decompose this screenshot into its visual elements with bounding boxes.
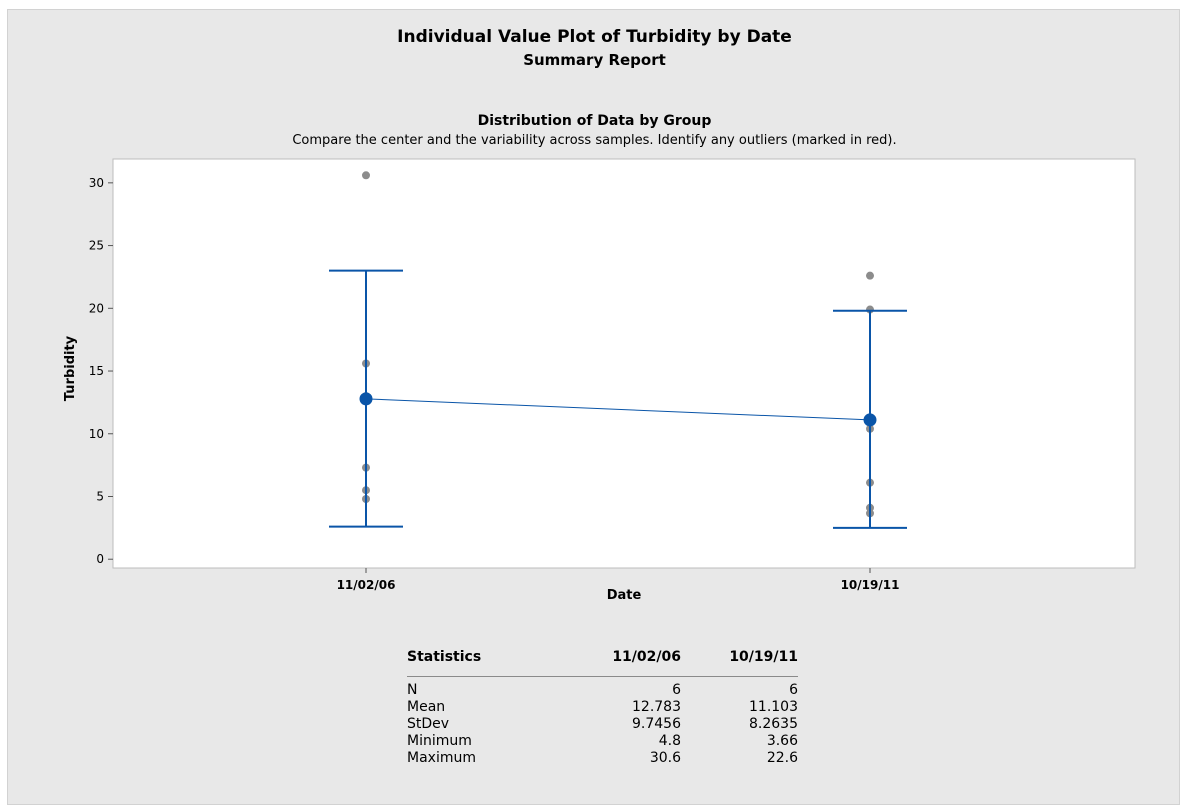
mean-connect-line [365,398,871,421]
y-tick-label: 30 [89,176,104,190]
mean-marker [359,392,373,406]
statistics-row-stdev: StDev 9.7456 8.2635 [407,716,798,733]
x-tick-label: 10/19/11 [841,578,900,592]
statistic-value: 11.103 [749,699,798,715]
statistics-header-group-1: 11/02/06 [564,649,681,677]
y-tick-label: 25 [89,239,104,253]
statistic-value: 8.2635 [749,716,798,732]
statistic-value: 3.66 [766,733,798,749]
statistic-value: 6 [672,682,681,698]
x-axis-label: Date [607,588,642,603]
report-subtitle: Summary Report [523,51,666,69]
mean-marker [863,413,877,427]
statistic-label: Maximum [407,750,476,766]
statistic-value: 12.783 [632,699,681,715]
data-point [362,171,370,180]
y-tick-label: 5 [96,489,104,503]
section-title: Distribution of Data by Group [477,113,712,129]
plot-area [112,158,1136,569]
section-description: Compare the center and the variability a… [292,133,897,148]
statistics-header-row: Statistics 11/02/06 10/19/11 [407,649,798,677]
statistic-label: N [407,682,418,698]
y-tick-label: 10 [89,427,104,441]
y-tick-label: 15 [89,364,104,378]
y-axis-label: Turbidity [63,335,78,401]
report-title: Individual Value Plot of Turbidity by Da… [397,27,792,47]
statistic-value: 22.6 [766,750,798,766]
statistic-value: 30.6 [649,750,681,766]
statistics-table: Statistics 11/02/06 10/19/11 N 6 6 Mean … [407,649,798,767]
statistics-row-minimum: Minimum 4.8 3.66 [407,733,798,750]
statistic-label: Minimum [407,733,472,749]
x-tick-label: 11/02/06 [337,578,396,592]
data-point [866,271,874,280]
statistics-row-mean: Mean 12.783 11.103 [407,699,798,716]
y-tick-label: 0 [96,552,104,566]
statistic-value: 4.8 [658,733,681,749]
statistic-label: Mean [407,699,446,715]
statistic-value: 6 [789,682,798,698]
statistics-row-maximum: Maximum 30.6 22.6 [407,750,798,767]
statistics-row-n: N 6 6 [407,677,798,700]
statistic-label: StDev [407,716,450,732]
statistics-header-label: Statistics [407,649,564,677]
statistic-value: 9.7456 [632,716,681,732]
summary-report: Individual Value Plot of Turbidity by Da… [7,9,1180,805]
statistics-header-group-2: 10/19/11 [681,649,798,677]
y-tick-label: 20 [89,301,104,315]
individual-value-plot: 0 5 10 15 20 25 30 11/02/06 10/19/11 Date Turbidit… [63,158,1136,603]
